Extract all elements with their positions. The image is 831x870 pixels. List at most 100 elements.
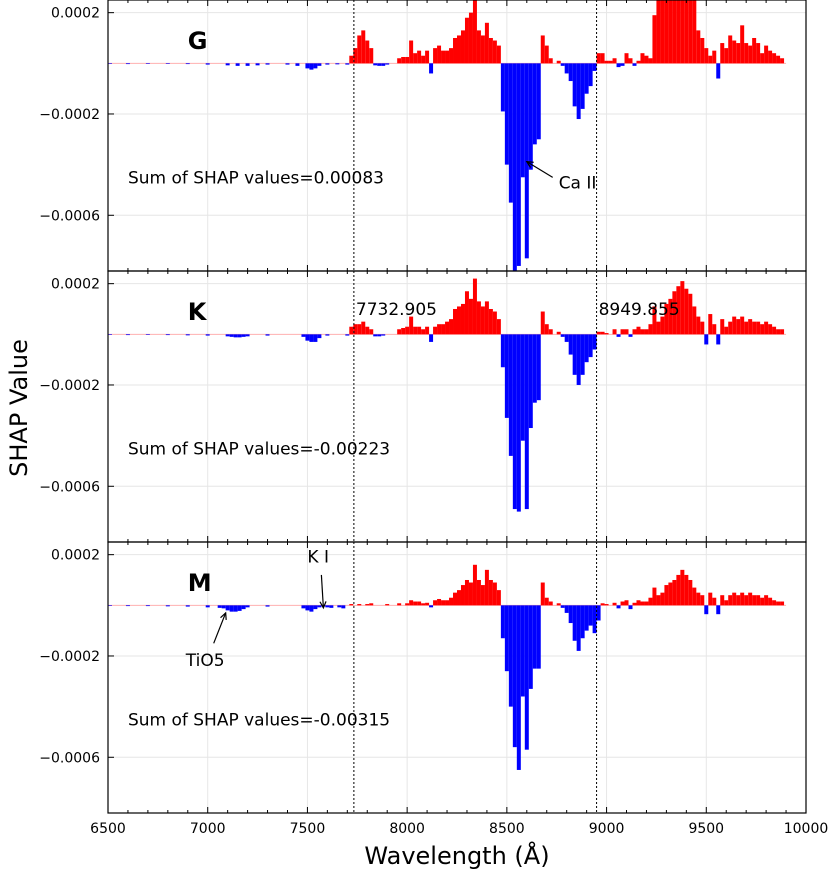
shap-bar xyxy=(464,291,469,335)
shap-bar xyxy=(313,334,318,342)
shap-bar xyxy=(516,63,521,266)
shap-bar xyxy=(556,603,561,606)
shap-bar xyxy=(145,605,150,607)
shap-bar xyxy=(484,22,489,64)
annotation-tio5: TiO5 xyxy=(185,651,225,671)
shap-bar xyxy=(776,601,781,606)
shap-bar xyxy=(640,53,645,64)
shap-bar xyxy=(449,319,454,335)
shap-bar xyxy=(780,58,785,64)
shap-bar xyxy=(409,600,414,606)
shap-bar xyxy=(301,334,306,337)
shap-bar xyxy=(640,329,645,335)
shap-bar xyxy=(457,306,461,335)
shap-bar xyxy=(476,30,481,64)
shap-bar xyxy=(680,569,685,606)
shap-bar xyxy=(588,334,593,358)
shap-bar xyxy=(185,63,190,65)
shap-bar xyxy=(620,329,625,335)
shap-bar xyxy=(233,334,238,338)
shap-bar xyxy=(337,605,342,608)
shap-bar xyxy=(740,592,745,606)
annotation-arrow-shaft xyxy=(320,574,324,608)
shap-bar xyxy=(488,579,493,606)
shap-bar xyxy=(480,585,485,606)
shap-bar xyxy=(413,53,418,64)
shap-bar xyxy=(205,334,210,336)
shap-bar xyxy=(504,63,509,165)
shap-bar xyxy=(560,63,565,66)
x-tick-label: 7000 xyxy=(190,821,226,837)
shap-bar xyxy=(500,605,505,639)
shap-bar xyxy=(313,605,318,610)
shap-bar xyxy=(620,601,625,606)
shap-bar xyxy=(317,334,322,339)
annotation-ca-ii: Ca II xyxy=(559,173,597,193)
shap-bar xyxy=(445,321,450,335)
shap-bar xyxy=(596,53,601,64)
shap-bar xyxy=(520,63,525,178)
shap-bar xyxy=(401,327,406,335)
shap-bar xyxy=(664,0,669,64)
shap-bar xyxy=(776,55,781,64)
shap-bar xyxy=(385,63,390,65)
shap-bar xyxy=(668,0,673,64)
shap-bar xyxy=(740,316,745,335)
shap-bar xyxy=(600,53,605,64)
shap-bar xyxy=(472,0,477,64)
shap-bar xyxy=(660,0,665,64)
shap-bar xyxy=(688,293,693,335)
shap-bar xyxy=(568,334,573,355)
shap-bar xyxy=(636,60,641,64)
shap-bar xyxy=(496,590,501,606)
shap-bar xyxy=(652,15,657,64)
shap-bar xyxy=(484,569,489,606)
shap-bar xyxy=(572,334,577,375)
y-tick-label: −0.0006 xyxy=(39,750,100,766)
shap-bar xyxy=(716,605,721,615)
shap-bar xyxy=(165,334,170,336)
shap-bar xyxy=(536,63,541,140)
shap-bar xyxy=(724,48,729,64)
shap-bar xyxy=(165,605,170,607)
x-tick-label: 10000 xyxy=(784,821,829,837)
shap-bar xyxy=(780,329,785,335)
shap-bar xyxy=(612,602,617,606)
shap-bar xyxy=(612,58,617,64)
shap-bar xyxy=(580,334,585,375)
shap-bar xyxy=(736,43,741,64)
shap-bar xyxy=(437,324,442,335)
shap-bar xyxy=(676,0,681,64)
shap-bar xyxy=(648,597,653,606)
y-axis-title: SHAP Value xyxy=(5,339,33,477)
shap-bar xyxy=(664,585,669,606)
shap-bar xyxy=(245,63,250,66)
shap-bar xyxy=(768,50,773,64)
shap-bar xyxy=(265,63,270,65)
shap-bar xyxy=(676,286,681,335)
y-tick-label: 0.0002 xyxy=(51,6,100,22)
shap-bar xyxy=(732,316,737,335)
shap-bar xyxy=(532,63,537,145)
shap-bar xyxy=(748,45,753,64)
shap-bar xyxy=(468,582,473,606)
shap-bar xyxy=(588,605,593,626)
shap-bar xyxy=(644,55,649,64)
shap-bar xyxy=(536,334,541,401)
shap-bar xyxy=(381,334,386,336)
shap-bar xyxy=(476,301,481,335)
shap-bar xyxy=(464,17,469,64)
shap-bar xyxy=(329,605,334,608)
shap-bar xyxy=(453,37,457,64)
shap-bar xyxy=(373,334,378,337)
shap-bar xyxy=(700,595,705,606)
x-tick-label: 8000 xyxy=(389,821,425,837)
shap-bar xyxy=(309,334,314,342)
shap-bar xyxy=(221,605,226,609)
shap-bar xyxy=(772,326,777,335)
shap-bar xyxy=(229,334,234,337)
shap-bar xyxy=(540,311,545,335)
shap-bar xyxy=(576,605,581,651)
shap-bar xyxy=(564,605,569,613)
